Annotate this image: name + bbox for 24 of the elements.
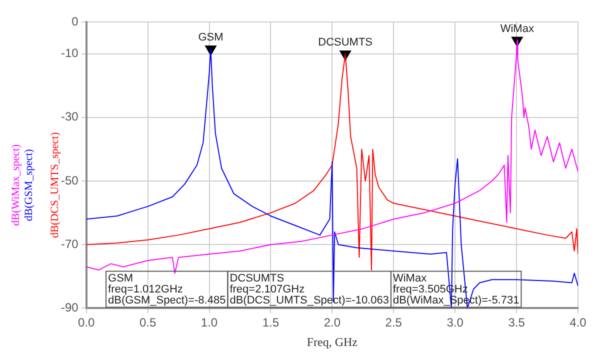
x-tick-label: 0.0	[78, 316, 96, 330]
annotation: DCSUMTS freq=2.107GHz dB(DCS_UMTS_Spect)=-10.063	[230, 272, 389, 307]
annotation: DCSUMTS	[318, 36, 373, 49]
y-tick-label: -30	[61, 110, 79, 124]
x-tick-label: 1.5	[262, 316, 280, 330]
text: dB(GSM_spect)	[22, 148, 35, 222]
y-tick-label: -70	[61, 236, 79, 251]
text: dB(WiMax_spect)	[10, 144, 22, 226]
x-tick-label: 4.0	[570, 316, 587, 330]
x-tick-label: 0.5	[139, 316, 156, 330]
x-tick-label: 1.0	[200, 316, 218, 330]
annotation: WiMax	[500, 22, 534, 35]
y-tick-label: 0	[72, 14, 79, 28]
x-tick-label: 3.0	[446, 316, 464, 330]
y-tick-label: -90	[61, 300, 79, 315]
x-tick-label: 2.0	[324, 316, 341, 330]
x-axis-title: Freq, GHz	[306, 334, 358, 349]
y-tick-label: -10	[61, 46, 79, 60]
x-tick-label: 2.5	[385, 316, 402, 330]
text: dB(DCS_UMTS_spect)	[48, 132, 61, 238]
annotation: GSM freq=1.012GHz dB(GSM_Spect)=-8.485	[108, 272, 226, 307]
y-tick-label: -50	[61, 173, 79, 188]
annotation: GSM	[198, 32, 224, 44]
x-tick-label: 3.5	[508, 316, 526, 330]
